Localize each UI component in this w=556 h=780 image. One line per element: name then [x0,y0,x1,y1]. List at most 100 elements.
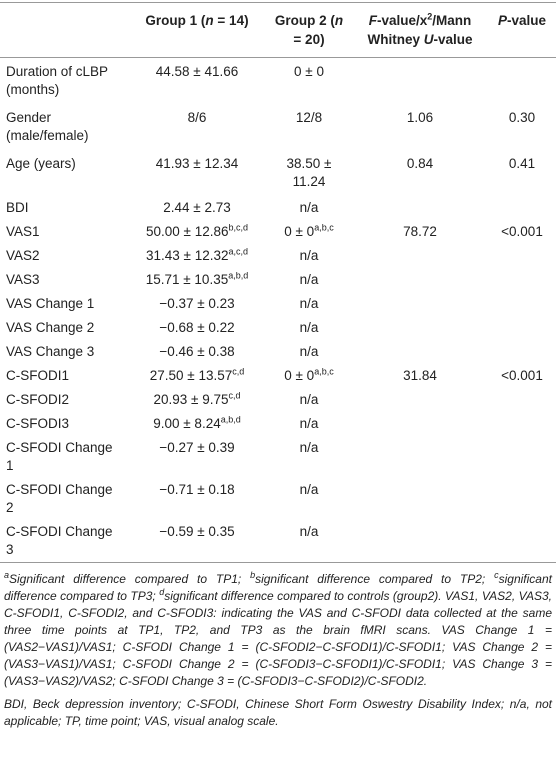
row-label: VAS2 [6,248,40,263]
footnote: BDI, Beck depression inventory; C-SFODI,… [4,697,552,728]
row-label: Gender (male/female) [6,110,89,143]
row-label: C-SFODI3 [6,416,70,431]
cell [488,316,556,340]
cell [488,412,556,436]
cell: n/a [299,296,319,311]
cell [488,196,556,220]
cell: n/a [299,248,319,263]
cell [488,58,556,105]
cell [488,388,556,412]
table-row: VAS2 31.43 ± 12.32a,c,d n/a [0,244,556,268]
text-run: n [334,13,344,28]
text-run: 50.00 ± 12.86 [146,224,229,239]
cell [352,340,488,364]
cell: −0.27 ± 0.39 [159,440,235,455]
cell: n/a [299,482,319,497]
text-run: Significant difference compared to TP1; [9,572,251,586]
cell: 78.72 [403,224,437,239]
header-row: Group 1 (n = 14) Group 2 (n = 20) F-value/… [0,2,556,58]
row-label: Age (years) [6,156,76,171]
row-label: VAS Change 1 [6,296,95,311]
text-run: = 14) [213,13,249,28]
row-label: C-SFODI2 [6,392,70,407]
cell: 8/6 [187,110,207,125]
row-label: VAS3 [6,272,40,287]
text-run: U [423,32,434,47]
cell: n/a [299,416,319,431]
superscript: a,b,c [314,222,334,233]
row-label: VAS1 [6,224,40,239]
superscript: a,b,d [220,414,241,425]
row-label: BDI [6,200,29,215]
cell: 27.50 ± 13.57c,d [128,364,266,388]
cell: n/a [299,200,319,215]
cell [488,292,556,316]
table-row: C-SFODI Change 2 −0.71 ± 0.18 n/a [0,478,556,520]
text-run: 0 ± 0 [284,368,315,383]
cell: 0 ± 0a,b,c [266,220,352,244]
superscript: c,d [228,390,241,401]
cell: n/a [299,440,319,455]
cell: 9.00 ± 8.24a,b,d [128,412,266,436]
cell: n/a [299,392,319,407]
table-row: VAS Change 1 −0.37 ± 0.23 n/a [0,292,556,316]
cell: n/a [299,320,319,335]
cell: n/a [299,272,319,287]
cell: 41.93 ± 12.34 [155,156,239,171]
text-run: 27.50 ± 13.57 [149,368,233,383]
superscript: a,c,d [228,246,248,257]
cell: 38.50 ± 11.24 [286,156,332,189]
superscript: b,c,d [228,222,248,233]
header-cell [0,3,128,58]
table-row: C-SFODI Change 3 −0.59 ± 0.35 n/a [0,520,556,563]
data-table: Group 1 (n = 14) Group 2 (n = 20) F-value/… [0,2,556,563]
cell: <0.001 [501,368,543,383]
table-row: VAS Change 3 −0.46 ± 0.38 n/a [0,340,556,364]
row-label: C-SFODI1 [6,368,70,383]
footnotes: aSignificant difference compared to TP1;… [0,563,556,730]
text-run: P [497,13,507,28]
cell: 2.44 ± 2.73 [163,200,231,215]
text-run: 20.93 ± 9.75 [153,392,229,407]
superscript: a [4,570,10,580]
cell: 15.71 ± 10.35a,b,d [128,268,266,292]
table-row: C-SFODI2 20.93 ± 9.75c,d n/a [0,388,556,412]
table-row: C-SFODI Change 1 −0.27 ± 0.39 n/a [0,436,556,478]
superscript: d [159,587,165,597]
cell: −0.68 ± 0.22 [159,320,235,335]
cell: 0.84 [406,156,434,171]
cell: −0.59 ± 0.35 [159,524,235,539]
cell [352,388,488,412]
table-row: Gender (male/female) 8/6 12/8 1.06 0.30 [0,104,556,150]
text-run: 0 ± 0 [284,224,315,239]
cell [352,316,488,340]
cell: 20.93 ± 9.75c,d [128,388,266,412]
superscript: a,b,c [314,366,334,377]
table-row: VAS3 15.71 ± 10.35a,b,d n/a [0,268,556,292]
cell [352,244,488,268]
cell [352,412,488,436]
footnote: aSignificant difference compared to TP1;… [4,571,552,690]
text-run: = 20) [293,32,325,47]
text-run: significant difference compared to TP2; [255,572,495,586]
text-run: 15.71 ± 10.35 [145,272,229,287]
cell [488,520,556,563]
table-row: VAS Change 2 −0.68 ± 0.22 n/a [0,316,556,340]
text-run: Group 1 ( [145,13,206,28]
superscript: 2 [427,11,433,22]
text-run: 31.43 ± 12.32 [146,248,229,263]
cell [488,436,556,478]
superscript: a,b,d [228,270,249,281]
superscript: c,d [232,366,245,377]
table-row: VAS1 50.00 ± 12.86b,c,d 0 ± 0a,b,c 78.72 <0.… [0,220,556,244]
cell [488,268,556,292]
row-label: VAS Change 3 [6,344,95,359]
cell [352,520,488,563]
row-label: VAS Change 2 [6,320,95,335]
table-row: Age (years) 41.93 ± 12.34 38.50 ± 11.24 0.8… [0,150,556,196]
cell [352,268,488,292]
row-label: C-SFODI Change 1 [6,440,113,473]
cell: 12/8 [295,110,323,125]
header-cell: F-value/x2/Mann Whitney U-value [352,3,488,58]
